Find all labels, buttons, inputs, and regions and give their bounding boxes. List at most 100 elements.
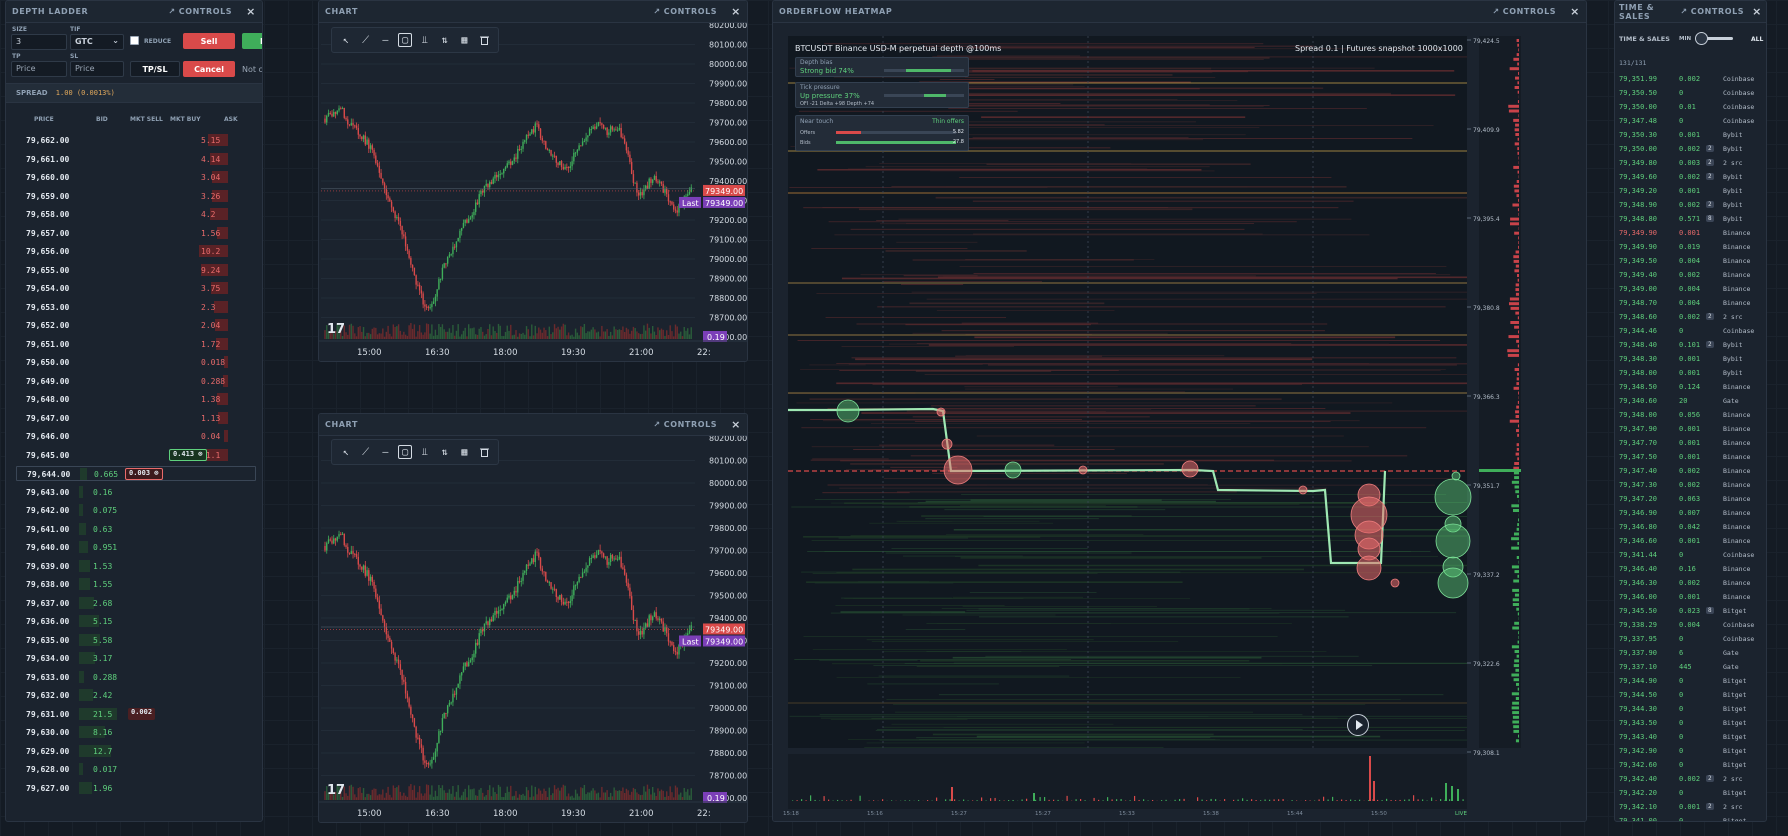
ladder-row[interactable]: 79,648.00 1.38 (16, 392, 256, 407)
close-icon[interactable]: × (731, 5, 741, 18)
sell-button[interactable]: Sell (183, 33, 235, 49)
horizontal-line-icon[interactable]: — (382, 446, 389, 458)
bar-chart-icon[interactable]: ⫫ (422, 34, 428, 46)
ladder-row[interactable]: 79,629.00 12.7 (16, 744, 256, 759)
ladder-row[interactable]: 79,653.00 2.3 (16, 300, 256, 315)
ladder-row[interactable]: 79,645.00 11.1 0.413 ⊗ (16, 448, 256, 463)
rectangle-icon[interactable]: ▢ (398, 33, 413, 47)
tas-row[interactable]: 79,349.20 0.001 Bybit (1615, 185, 1766, 199)
rectangle-icon[interactable]: ▢ (398, 445, 413, 459)
mkt-sell-tag[interactable]: 0.003 ⊗ (125, 468, 163, 480)
chart-controls-button[interactable]: ↗ CONTROLS (653, 7, 718, 16)
ladder-row[interactable]: 79,649.00 0.288 (16, 374, 256, 389)
tas-row[interactable]: 79,347.20 0.063 Binance (1615, 493, 1766, 507)
tp-price-input[interactable]: Price (11, 61, 67, 77)
tas-row[interactable]: 79,347.70 0.001 Binance (1615, 437, 1766, 451)
tas-row[interactable]: 79,347.30 0.002 Binance (1615, 479, 1766, 493)
ladder-row[interactable]: 79,652.00 2.04 (16, 318, 256, 333)
tas-row[interactable]: 79,347.50 0.001 Binance (1615, 451, 1766, 465)
tas-row[interactable]: 79,346.90 0.007 Binance (1615, 507, 1766, 521)
grid-icon[interactable]: ▦ (461, 446, 468, 458)
tas-row[interactable]: 79,349.60 0.002 2 Bybit (1615, 171, 1766, 185)
tas-row[interactable]: 79,337.95 0 Coinbase (1615, 633, 1766, 647)
trend-line-icon[interactable]: ⟋ (362, 446, 370, 458)
buy-button[interactable]: Buy (242, 33, 262, 49)
tas-row[interactable]: 79,347.90 0.001 Binance (1615, 423, 1766, 437)
reduce-checkbox[interactable] (130, 36, 139, 45)
price-chart[interactable]: 80200.0080100.0080000.0079900.0079800.00… (319, 436, 748, 823)
tas-row[interactable]: 79,349.00 0.004 Binance (1615, 283, 1766, 297)
tas-row[interactable]: 79,349.40 0.002 Binance (1615, 269, 1766, 283)
tas-row[interactable]: 79,349.50 0.004 Binance (1615, 255, 1766, 269)
ladder-row[interactable]: 79,637.00 2.68 (16, 596, 256, 611)
ladder-row[interactable]: 79,642.00 0.075 (16, 503, 256, 518)
mkt-buy-tag[interactable]: 0.413 ⊗ (169, 448, 207, 461)
ladder-row[interactable]: 79,628.00 0.017 (16, 762, 256, 777)
horizontal-line-icon[interactable]: — (382, 34, 389, 46)
tas-row[interactable]: 79,348.00 0.056 Binance (1615, 409, 1766, 423)
tas-all-label[interactable]: ALL (1751, 36, 1764, 43)
tas-row[interactable]: 79,344.30 0 Bitget (1615, 703, 1766, 717)
tas-row[interactable]: 79,348.90 0.002 2 Bybit (1615, 199, 1766, 213)
ladder-row[interactable]: 79,657.00 1.56 (16, 226, 256, 241)
close-icon[interactable]: × (1570, 5, 1580, 18)
close-icon[interactable]: × (246, 5, 256, 18)
tas-row[interactable]: 79,348.40 0.101 2 Bybit (1615, 339, 1766, 353)
ladder-row[interactable]: 79,647.00 1.13 (16, 411, 256, 426)
ladder-row[interactable]: 79,636.00 5.15 (16, 614, 256, 629)
tas-row[interactable]: 79,341.00 0 Bitget (1615, 815, 1766, 821)
tif-select[interactable]: GTC ⌄ (70, 34, 124, 50)
ladder-controls-button[interactable]: ↗ CONTROLS (168, 7, 233, 16)
tas-row[interactable]: 79,344.90 0 Bitget (1615, 675, 1766, 689)
cancel-button[interactable]: Cancel (183, 61, 235, 77)
slider-handle[interactable] (1695, 32, 1708, 45)
tas-row[interactable]: 79,337.90 6 Gate (1615, 647, 1766, 661)
tas-row[interactable]: 79,337.10 445 Gate (1615, 661, 1766, 675)
tas-filter-slider[interactable] (1695, 32, 1733, 45)
tas-row[interactable]: 79,349.90 0.001 Binance (1615, 227, 1766, 241)
tas-row[interactable]: 79,350.00 0.01 Coinbase (1615, 101, 1766, 115)
play-button[interactable] (1347, 714, 1369, 736)
tas-row[interactable]: 79,348.00 0.001 Bybit (1615, 367, 1766, 381)
tas-row[interactable]: 79,340.60 20 Gate (1615, 395, 1766, 409)
tas-row[interactable]: 79,346.00 0.001 Binance (1615, 591, 1766, 605)
tas-row[interactable]: 79,349.90 0.019 Binance (1615, 241, 1766, 255)
ladder-row[interactable]: 79,630.00 8.16 (16, 725, 256, 740)
ladder-row[interactable]: 79,633.00 0.288 (16, 670, 256, 685)
tas-row[interactable]: 79,351.99 0.002 Coinbase (1615, 73, 1766, 87)
ladder-row[interactable]: 79,632.00 2.42 (16, 688, 256, 703)
grid-icon[interactable]: ▦ (461, 34, 468, 46)
size-input[interactable]: 3 (11, 34, 67, 50)
tas-row[interactable]: 79,344.46 0 Coinbase (1615, 325, 1766, 339)
tas-row[interactable]: 79,343.40 0 Bitget (1615, 731, 1766, 745)
tas-row[interactable]: 79,338.29 0.004 Coinbase (1615, 619, 1766, 633)
tas-row[interactable]: 79,347.48 0 Coinbase (1615, 115, 1766, 129)
cursor-icon[interactable]: ↖ (342, 34, 349, 46)
tas-row[interactable]: 79,346.30 0.002 Binance (1615, 577, 1766, 591)
candles-icon[interactable]: ⇅ (441, 34, 448, 46)
tas-controls-button[interactable]: ↗ CONTROLS (1680, 7, 1745, 16)
tas-row[interactable]: 79,343.50 0 Bitget (1615, 717, 1766, 731)
ladder-row[interactable]: 79,656.00 10.2 (16, 244, 256, 259)
tas-row[interactable]: 79,348.50 0.124 Binance (1615, 381, 1766, 395)
ladder-row[interactable]: 79,627.00 1.96 (16, 781, 256, 796)
ladder-row[interactable]: 79,661.00 4.14 (16, 152, 256, 167)
ladder-row[interactable]: 79,662.00 5.15 (16, 133, 256, 148)
tas-row[interactable]: 79,350.30 0.001 Bybit (1615, 129, 1766, 143)
tas-row[interactable]: 79,346.60 0.001 Binance (1615, 535, 1766, 549)
tas-row[interactable]: 79,344.50 0 Bitget (1615, 689, 1766, 703)
ladder-row[interactable]: 79,634.00 3.17 (16, 651, 256, 666)
chart-controls-button[interactable]: ↗ CONTROLS (653, 420, 718, 429)
tas-row[interactable]: 79,342.60 0 Bitget (1615, 759, 1766, 773)
tas-row[interactable]: 79,347.40 0.002 Binance (1615, 465, 1766, 479)
bar-chart-icon[interactable]: ⫫ (422, 446, 428, 458)
tas-row[interactable]: 79,348.80 0.571 8 Bybit (1615, 213, 1766, 227)
tas-row[interactable]: 79,342.10 0.001 2 2 src (1615, 801, 1766, 815)
ladder-row[interactable]: 79,655.00 9.24 (16, 263, 256, 278)
heatmap-canvas[interactable]: 79,424.579,409.979,395.479,380.879,366.3… (773, 23, 1587, 822)
ladder-row[interactable]: 79,658.00 4.2 (16, 207, 256, 222)
ladder-row[interactable]: 79,660.00 3.04 (16, 170, 256, 185)
ladder-row[interactable]: 79,641.00 0.63 (16, 522, 256, 537)
tas-row[interactable]: 79,342.90 0 Bitget (1615, 745, 1766, 759)
sl-price-input[interactable]: Price (70, 61, 124, 77)
